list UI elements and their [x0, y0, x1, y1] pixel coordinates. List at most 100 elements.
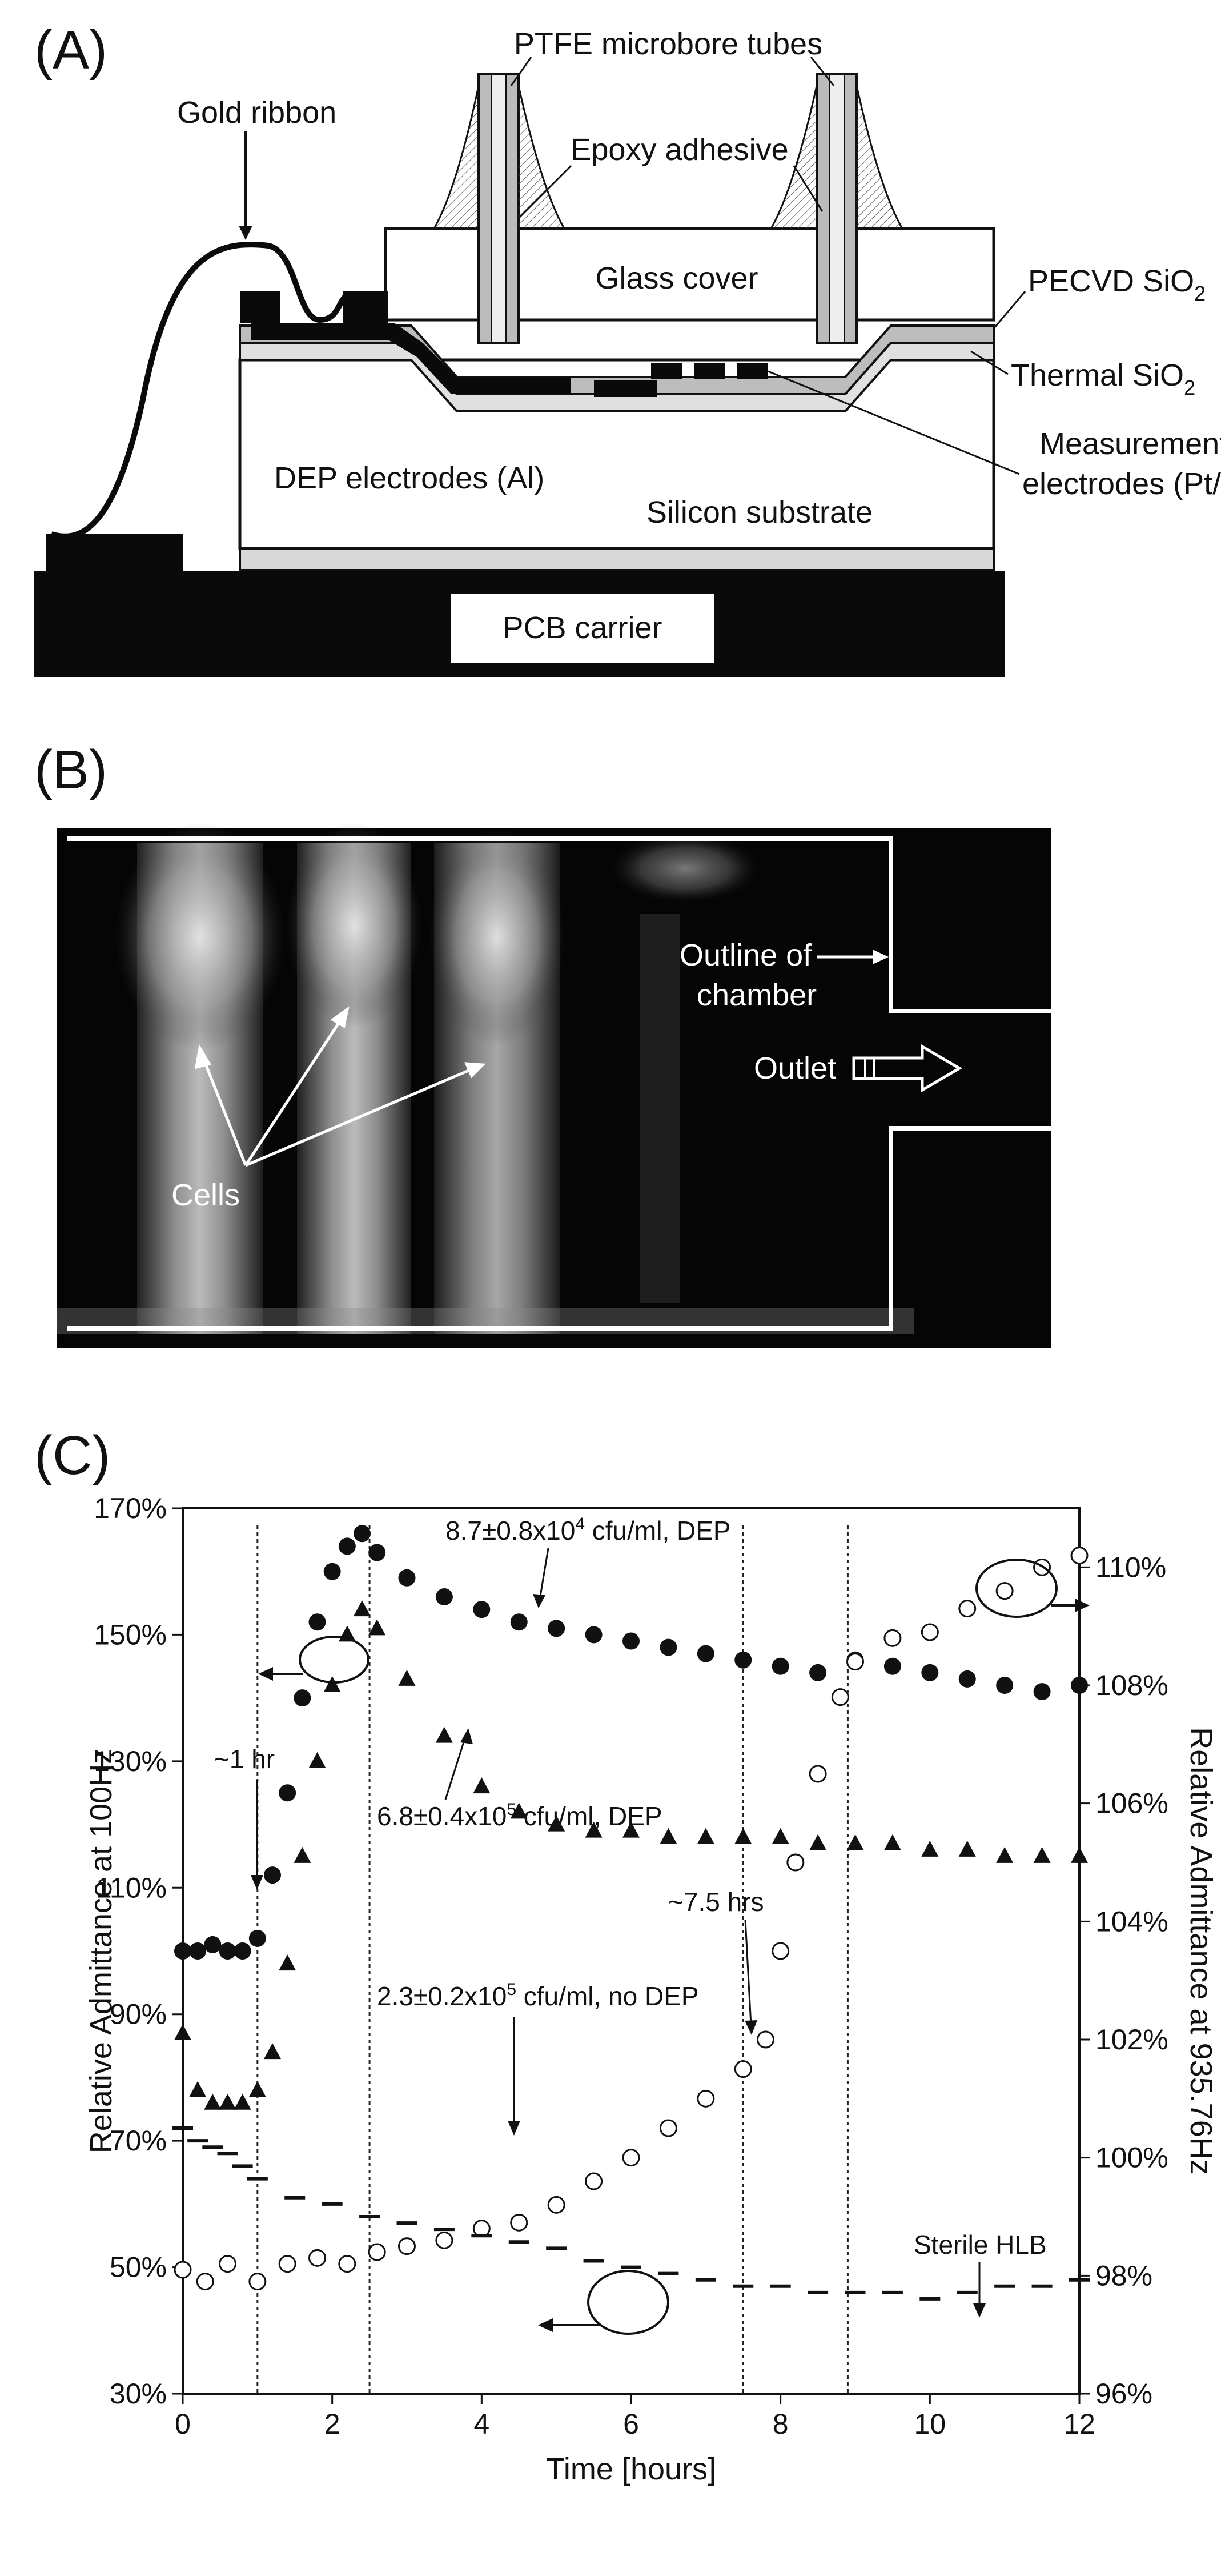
marker-filled-triangle [734, 1828, 752, 1844]
y-axis-label: Relative Admittance at 100Hz [84, 1749, 118, 2153]
panel-a: (A) PCB carrier Silicon substrate Glass … [34, 19, 1221, 677]
panel-b: (B) Outline of chamber Outlet Cells [34, 739, 1051, 1348]
marker-filled-triangle [883, 1834, 901, 1850]
annotation-dep-87-arrowhead [533, 1594, 545, 1608]
marker-open-circle [697, 2089, 715, 2108]
marker-filled-triangle [585, 1821, 603, 1838]
ptfe-tube-left [432, 73, 566, 344]
marker-filled-triangle [323, 1676, 341, 1692]
marker-filled-triangle [174, 2024, 191, 2040]
chamber-outline [67, 836, 1051, 1331]
marker-filled-circle [510, 1613, 528, 1631]
thermal-label: Thermal SiO2 [1011, 358, 1195, 399]
annotation-dep-87-arrow [539, 1548, 549, 1600]
marker-filled-circle [219, 1942, 236, 1960]
marker-filled-circle [958, 1670, 976, 1688]
gold-ribbon-wire [50, 242, 355, 539]
measurement-label-2: electrodes (Pt/Ti) [1022, 467, 1221, 501]
x-tick-label: 10 [914, 2408, 946, 2440]
ptfe-leader-right [810, 57, 835, 86]
marker-filled-triangle [308, 1752, 326, 1768]
cells-arrows [194, 1006, 486, 1167]
cell-cluster-3 [428, 828, 565, 1045]
marker-filled-triangle [435, 1726, 453, 1743]
marker-open-circle [278, 2255, 296, 2273]
x-tick-label: 4 [473, 2408, 489, 2440]
marker-open-circle [921, 1623, 939, 1641]
annotation-no-dep-arrowhead [508, 2121, 520, 2136]
cell-cluster-1 [114, 823, 286, 1051]
marker-filled-circle [189, 1942, 207, 1960]
marker-open-circle [547, 2196, 565, 2214]
marker-open-circle [809, 1765, 827, 1783]
thermal-leader [970, 350, 1009, 375]
panel-a-label: (A) [34, 19, 107, 81]
annotation-75hrs: ~7.5 hrs [668, 1887, 764, 1917]
marker-open-circle [831, 1688, 849, 1706]
marker-open-circle [734, 2060, 752, 2078]
annotation-1hr: ~1 hr [214, 1744, 275, 1774]
y-tick-label: 50% [110, 2252, 167, 2283]
marker-filled-triangle [772, 1828, 789, 1844]
marker-filled-triangle [473, 1777, 491, 1794]
marker-filled-triangle [1071, 1846, 1088, 1863]
measurement-leader [768, 370, 1020, 475]
marker-filled-circle [435, 1588, 453, 1605]
marker-open-circle [995, 1582, 1014, 1600]
marker-filled-circle [398, 1569, 416, 1587]
outline-label-2: chamber [697, 978, 817, 1012]
marker-open-circle [435, 2231, 453, 2249]
y2-axis-label: Relative Admittance at 935.76Hz [1184, 1727, 1218, 2174]
marker-filled-circle [368, 1544, 386, 1561]
marker-filled-circle [734, 1651, 752, 1669]
annotation-dep-68-arrow [444, 1736, 467, 1800]
marker-filled-triangle [921, 1840, 939, 1857]
marker-filled-triangle [846, 1834, 864, 1850]
annotation-sterile-arrowhead [973, 2303, 986, 2318]
marker-filled-circle [883, 1657, 901, 1675]
measurement-electrodes [651, 363, 768, 379]
outline-arrowhead [873, 950, 889, 964]
marker-filled-circle [248, 1929, 266, 1947]
marker-filled-triangle [248, 2081, 266, 2097]
marker-filled-circle [473, 1601, 491, 1618]
left-axis-oval-2-arrowhead [538, 2318, 553, 2332]
marker-filled-triangle [234, 2093, 251, 2110]
marker-filled-circle [264, 1866, 281, 1884]
gold-ribbon-arrowhead [239, 226, 252, 240]
marker-filled-triangle [189, 2081, 207, 2097]
x-axis-label: Time [hours] [546, 2452, 716, 2486]
y-tick-label: 30% [110, 2378, 167, 2410]
marker-filled-triangle [510, 1802, 528, 1819]
y-tick-label: 70% [110, 2125, 167, 2157]
substrate-bottom-layer [239, 547, 995, 571]
marker-filled-triangle [809, 1834, 827, 1850]
y2-tick-label: 104% [1095, 1905, 1168, 1937]
measurement-label-1: Measurement [1039, 427, 1221, 461]
y2-tick-label: 108% [1095, 1669, 1168, 1701]
marker-filled-circle [1071, 1677, 1088, 1694]
y2-tick-label: 96% [1095, 2378, 1152, 2410]
epoxy-leader-left [519, 165, 572, 218]
right-axis-oval-arrowhead [1075, 1599, 1090, 1612]
marker-filled-circle [338, 1537, 356, 1555]
marker-filled-circle [996, 1677, 1014, 1694]
marker-open-circle [248, 2273, 267, 2291]
x-tick-label: 12 [1063, 2408, 1095, 2440]
annotation-sterile: Sterile HLB [914, 2230, 1047, 2259]
y2-tick-label: 100% [1095, 2142, 1168, 2174]
panel-b-label: (B) [34, 739, 107, 800]
y2-tick-label: 98% [1095, 2259, 1152, 2291]
marker-filled-triangle [279, 1954, 296, 1971]
marker-filled-triangle [996, 1846, 1014, 1863]
marker-open-circle [585, 2172, 603, 2190]
right-axis-oval [975, 1559, 1058, 1618]
silicon-substrate-label: Silicon substrate [646, 495, 873, 530]
marker-filled-triangle [264, 2043, 281, 2060]
marker-open-circle [772, 1942, 790, 1960]
ptfe-leader-left [510, 57, 532, 86]
dep-electrodes [240, 291, 657, 397]
marker-open-circle [174, 2261, 192, 2279]
pcb-bond-pad [46, 534, 183, 574]
